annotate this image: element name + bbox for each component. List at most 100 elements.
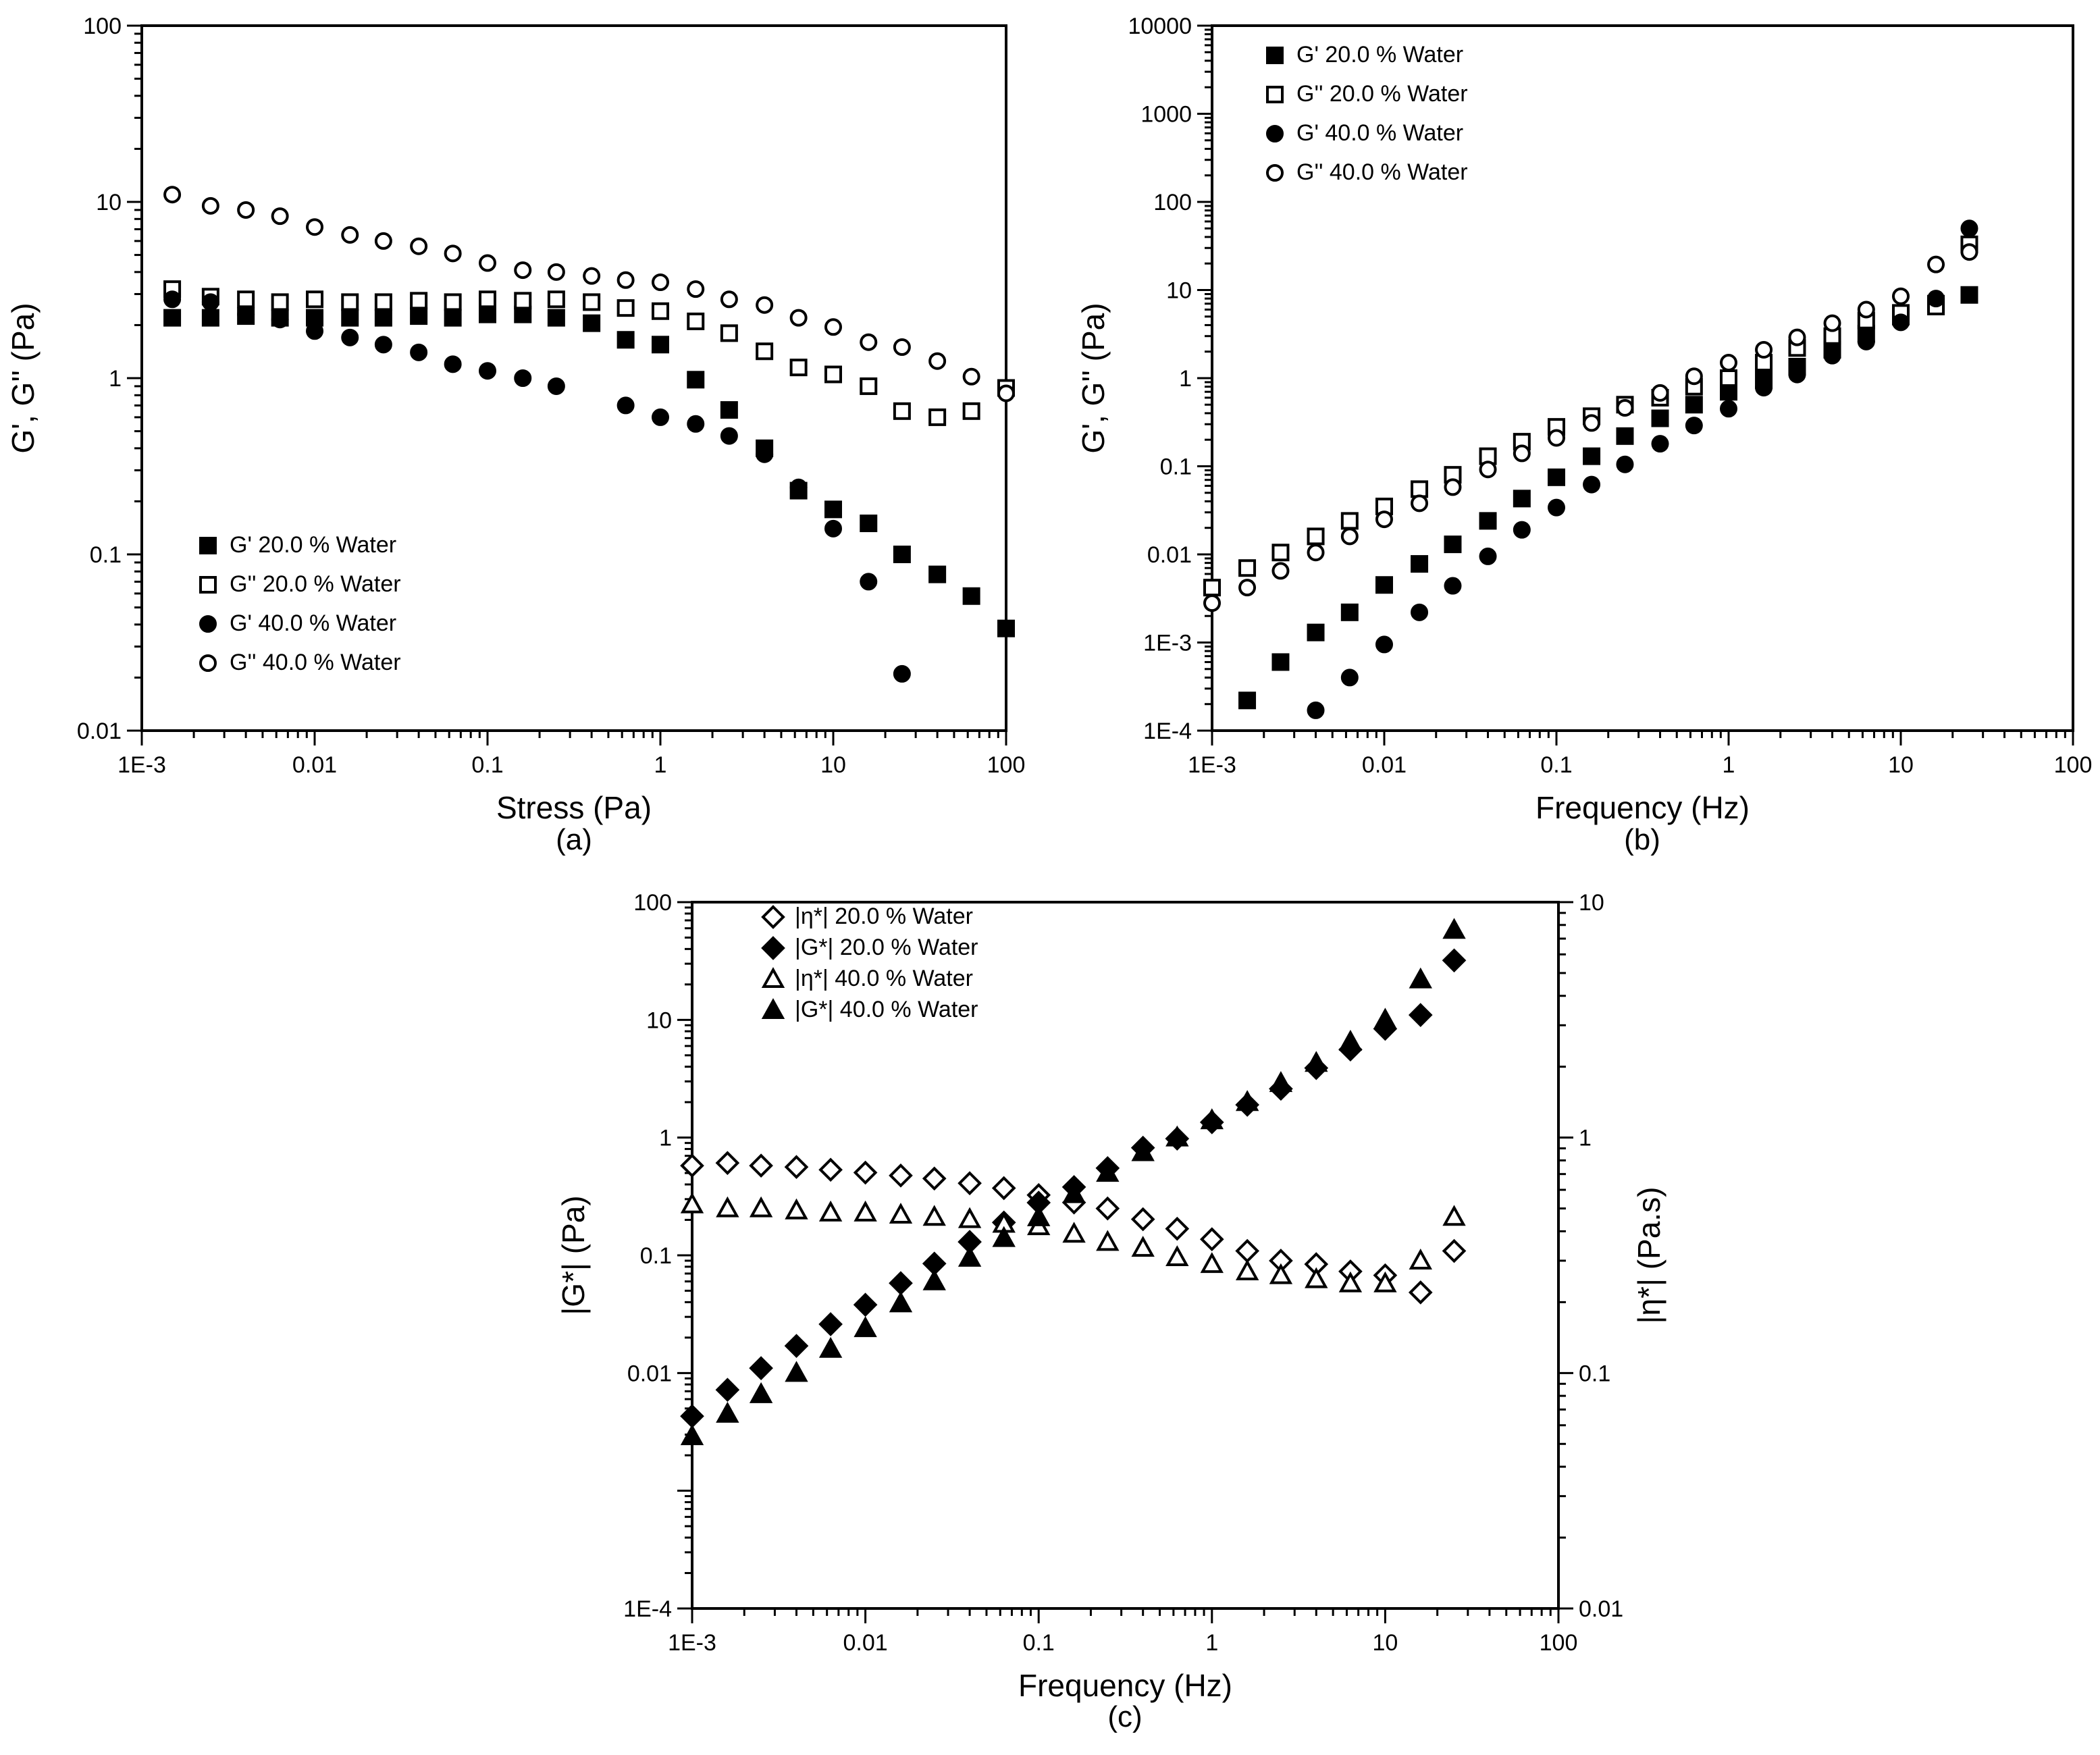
data-point bbox=[824, 519, 842, 538]
x-tick-label: 1E-3 bbox=[1188, 752, 1236, 778]
data-point bbox=[306, 322, 323, 340]
x-tick-label: 10 bbox=[1888, 752, 1914, 778]
data-point bbox=[1479, 461, 1497, 479]
data-point bbox=[1340, 603, 1359, 621]
data-point bbox=[860, 573, 878, 591]
data-point bbox=[1340, 527, 1359, 546]
data-point bbox=[341, 328, 359, 346]
data-point bbox=[652, 408, 669, 426]
data-point bbox=[514, 261, 532, 280]
data-point bbox=[1062, 1222, 1086, 1243]
data-point bbox=[1238, 559, 1257, 577]
data-point bbox=[1199, 1227, 1224, 1252]
legend-marker bbox=[1266, 125, 1284, 142]
data-point bbox=[616, 271, 635, 289]
data-point bbox=[854, 1200, 877, 1222]
data-point bbox=[1203, 594, 1221, 612]
data-point bbox=[410, 343, 428, 361]
data-point bbox=[652, 336, 669, 354]
data-point bbox=[410, 237, 428, 255]
data-point bbox=[1548, 498, 1565, 517]
panel-label: (a) bbox=[556, 823, 592, 856]
data-point bbox=[163, 290, 182, 309]
data-point bbox=[1203, 579, 1221, 597]
legend-label: |G*| 40.0 % Water bbox=[795, 997, 978, 1022]
y-tick-label: 1 bbox=[1179, 366, 1192, 392]
x-tick-label: 1 bbox=[654, 752, 667, 778]
data-point bbox=[1857, 332, 1875, 350]
data-point bbox=[271, 293, 289, 311]
data-point bbox=[1442, 1238, 1467, 1263]
data-point bbox=[1444, 478, 1462, 496]
data-point bbox=[1720, 354, 1737, 372]
data-point bbox=[957, 1207, 982, 1228]
data-point bbox=[1340, 669, 1359, 687]
data-point bbox=[1307, 544, 1325, 562]
data-point bbox=[1235, 1259, 1259, 1280]
data-point bbox=[928, 352, 947, 370]
data-point bbox=[784, 1334, 809, 1358]
data-point bbox=[854, 1316, 877, 1338]
y-axis-label: |G*| (Pa) bbox=[556, 1195, 591, 1315]
data-point bbox=[680, 1153, 704, 1178]
chart-panel-1: 1E-3 0.01 0.1 1 10 100 0.01 0.1 1 10 100 Stress (Pa… bbox=[5, 14, 1025, 856]
y-tick-label: 0.1 bbox=[640, 1243, 672, 1269]
y-tick-label: 0.01 bbox=[1147, 542, 1192, 568]
data-point bbox=[860, 515, 878, 533]
data-point bbox=[720, 401, 738, 419]
legend-label: G'' 40.0 % Water bbox=[230, 650, 401, 675]
data-point bbox=[889, 1271, 913, 1296]
data-point bbox=[1479, 512, 1497, 530]
data-point bbox=[922, 1166, 947, 1191]
data-point bbox=[1755, 379, 1773, 397]
data-point bbox=[687, 312, 705, 330]
data-point bbox=[444, 244, 462, 263]
data-point bbox=[853, 1160, 878, 1185]
data-point bbox=[716, 1196, 739, 1217]
legend-marker bbox=[199, 615, 217, 633]
x-tick-label: 100 bbox=[2054, 752, 2093, 778]
data-point bbox=[1927, 255, 1945, 273]
data-point bbox=[957, 1171, 982, 1196]
data-point bbox=[824, 365, 842, 384]
x-tick-label: 0.1 bbox=[471, 752, 503, 778]
data-point bbox=[1271, 562, 1290, 580]
data-point bbox=[1479, 547, 1497, 565]
data-point bbox=[652, 302, 669, 320]
data-point bbox=[1338, 1030, 1363, 1051]
y-tick-label: 10000 bbox=[1128, 14, 1192, 39]
data-point bbox=[1305, 1267, 1328, 1288]
x-tick-label: 0.01 bbox=[843, 1630, 888, 1656]
data-point bbox=[1685, 367, 1703, 386]
data-point bbox=[1307, 623, 1325, 641]
data-point bbox=[991, 1176, 1016, 1201]
data-point bbox=[1238, 691, 1257, 710]
data-point bbox=[306, 290, 323, 309]
legend-marker bbox=[199, 537, 217, 554]
legend-marker bbox=[199, 576, 217, 594]
data-point bbox=[889, 1291, 913, 1313]
data-point bbox=[997, 384, 1015, 402]
y2-tick-label: 0.1 bbox=[1579, 1361, 1610, 1386]
data-point bbox=[1583, 414, 1601, 432]
data-point bbox=[1200, 1252, 1224, 1274]
y-tick-label: 1E-4 bbox=[1143, 718, 1192, 744]
data-point bbox=[1583, 447, 1601, 465]
y2-tick-label: 10 bbox=[1579, 890, 1604, 916]
data-point bbox=[547, 377, 565, 395]
legend-marker bbox=[761, 936, 785, 960]
series-1 bbox=[680, 1151, 1467, 1305]
data-point bbox=[444, 355, 462, 373]
x-axis-label: Frequency (Hz) bbox=[1535, 790, 1750, 825]
series-1 bbox=[1238, 286, 1978, 710]
legend-label: |η*| 20.0 % Water bbox=[795, 903, 973, 929]
data-point bbox=[616, 331, 635, 349]
data-point bbox=[1235, 1090, 1259, 1111]
data-point bbox=[789, 309, 808, 327]
data-point bbox=[1307, 527, 1325, 546]
legend-marker bbox=[761, 998, 785, 1020]
data-point bbox=[163, 186, 182, 204]
data-point bbox=[1513, 521, 1531, 539]
data-point bbox=[789, 478, 808, 496]
data-point bbox=[163, 309, 182, 327]
